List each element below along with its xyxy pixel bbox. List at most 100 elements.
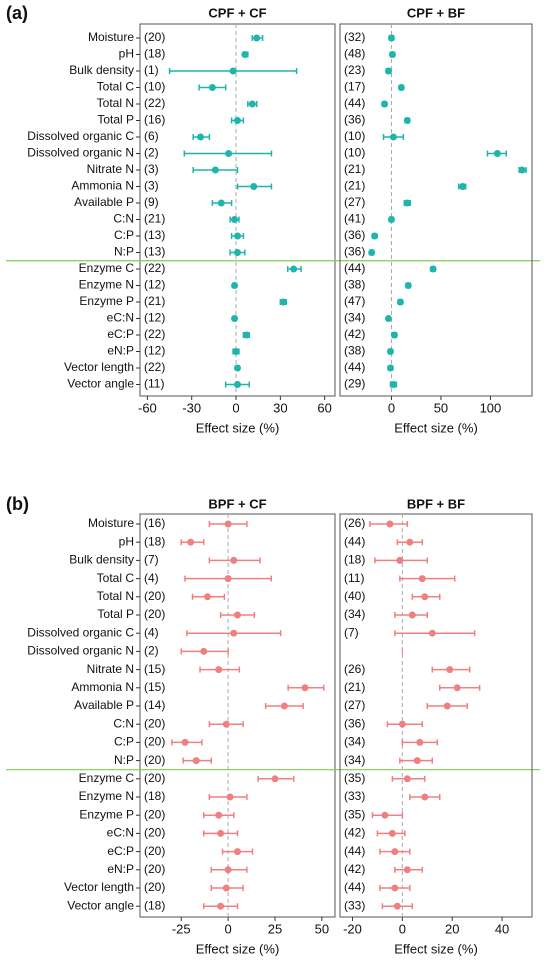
category-label: C:N xyxy=(113,716,134,730)
plot-frame xyxy=(139,513,336,918)
point-estimate xyxy=(248,100,256,108)
point-estimate xyxy=(408,611,416,619)
point-estimate xyxy=(403,117,411,124)
point-estimate xyxy=(271,775,279,783)
point-estimate xyxy=(230,556,238,564)
category-label: N:P xyxy=(114,753,134,767)
sample-size: (33) xyxy=(344,898,365,912)
category-label: Nitrate N xyxy=(87,662,134,676)
sample-size: (6) xyxy=(144,129,159,143)
category-label: Vector length xyxy=(64,360,134,374)
x-tick-label: -60 xyxy=(138,400,157,415)
sample-size: (21) xyxy=(344,680,365,694)
point-estimate xyxy=(231,282,239,289)
category-label: Nitrate N xyxy=(87,162,134,176)
sample-size: (38) xyxy=(344,344,365,358)
category-label: N:P xyxy=(114,245,134,259)
category-label: Moisture xyxy=(88,516,134,530)
sample-size: (22) xyxy=(144,96,165,110)
sample-size: (47) xyxy=(344,294,365,308)
sample-size: (20) xyxy=(144,844,165,858)
sample-size: (16) xyxy=(144,113,165,127)
x-tick-label: 0 xyxy=(232,400,239,415)
point-estimate xyxy=(217,199,225,207)
point-estimate xyxy=(386,364,394,372)
point-estimate xyxy=(389,133,397,141)
category-label: Bulk density xyxy=(69,553,134,567)
point-estimate xyxy=(368,249,376,256)
sample-size: (35) xyxy=(344,807,365,821)
sample-size: (42) xyxy=(344,826,365,840)
sample-size: (34) xyxy=(344,607,365,621)
category-label: Ammonia N xyxy=(71,179,134,193)
point-estimate xyxy=(387,34,395,42)
sample-size: (2) xyxy=(144,146,159,160)
point-estimate xyxy=(225,150,233,157)
point-estimate xyxy=(226,793,234,801)
sample-size: (12) xyxy=(144,278,165,292)
category-label: Vector angle xyxy=(67,898,134,912)
sample-size: (21) xyxy=(344,162,365,176)
point-estimate xyxy=(234,611,241,619)
point-estimate xyxy=(222,884,230,892)
point-estimate xyxy=(418,575,426,583)
point-estimate xyxy=(429,265,437,273)
point-estimate xyxy=(231,315,239,322)
point-estimate xyxy=(301,684,309,692)
sample-size: (42) xyxy=(344,327,365,341)
point-estimate xyxy=(381,100,389,108)
point-estimate xyxy=(187,538,195,546)
point-estimate xyxy=(229,67,237,75)
point-estimate xyxy=(387,216,395,223)
point-estimate xyxy=(443,702,451,710)
category-label: C:P xyxy=(114,228,134,242)
sample-size: (29) xyxy=(344,377,365,391)
x-tick-label: 50 xyxy=(315,921,329,936)
x-tick-label: 25 xyxy=(268,921,282,936)
sample-size: (20) xyxy=(144,589,165,603)
sample-size: (22) xyxy=(144,327,165,341)
point-estimate xyxy=(230,629,238,637)
sample-size: (11) xyxy=(144,377,164,391)
point-estimate xyxy=(234,249,241,256)
sample-size: (40) xyxy=(344,589,365,603)
panel-title: CPF + CF xyxy=(208,5,266,20)
point-estimate xyxy=(208,84,216,91)
point-estimate xyxy=(403,775,411,783)
sample-size: (44) xyxy=(344,360,365,374)
point-estimate xyxy=(386,348,394,355)
point-estimate xyxy=(413,757,421,765)
sample-size: (27) xyxy=(344,698,365,712)
point-estimate xyxy=(384,315,392,322)
x-tick-label: 40 xyxy=(495,921,509,936)
sample-size: (20) xyxy=(144,807,165,821)
sample-size: (4) xyxy=(144,571,159,585)
point-estimate xyxy=(453,684,461,692)
sample-size: (27) xyxy=(344,195,365,209)
sample-size: (20) xyxy=(144,771,165,785)
sample-size: (20) xyxy=(144,30,165,44)
point-estimate xyxy=(241,51,249,58)
sample-size: (22) xyxy=(144,360,165,374)
sample-size: (18) xyxy=(344,553,365,567)
point-estimate xyxy=(234,364,241,372)
point-estimate xyxy=(371,232,379,240)
point-estimate xyxy=(396,556,404,564)
x-axis-label: Effect size (%) xyxy=(394,420,478,435)
point-estimate xyxy=(403,199,411,207)
sample-size: (13) xyxy=(144,245,165,259)
sample-size: (10) xyxy=(344,129,365,143)
point-estimate xyxy=(253,34,261,42)
category-label: Total P xyxy=(97,607,134,621)
point-estimate xyxy=(389,381,397,388)
sample-size: (21) xyxy=(144,294,165,308)
category-label: Total P xyxy=(97,113,134,127)
point-estimate xyxy=(459,183,467,190)
point-estimate xyxy=(518,166,526,174)
point-estimate xyxy=(181,738,189,746)
point-estimate xyxy=(403,866,411,874)
point-estimate xyxy=(224,520,232,528)
point-estimate xyxy=(222,720,230,728)
category-label: Available P xyxy=(74,195,134,209)
point-estimate xyxy=(234,381,241,388)
